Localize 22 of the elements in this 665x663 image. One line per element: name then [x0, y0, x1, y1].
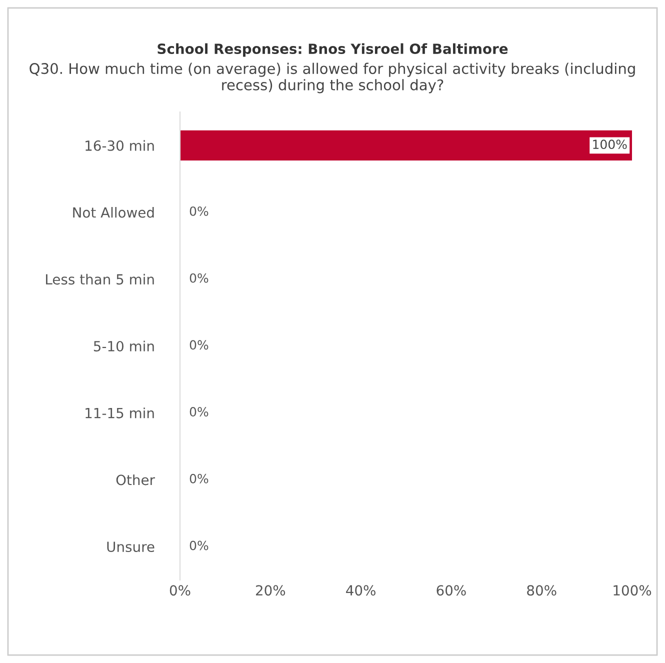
- y-tick-label: Less than 5 min: [46, 274, 154, 285]
- data-label: 0%: [190, 540, 208, 550]
- data-label: 0%: [190, 206, 208, 216]
- y-tick-label: 16-30 min: [86, 140, 154, 151]
- y-tick-label: 5-10 min: [94, 340, 154, 352]
- x-tick-label: 0%: [170, 585, 190, 596]
- data-label: 0%: [190, 407, 208, 416]
- data-label: 0%: [190, 340, 208, 350]
- chart-title: School Responses: Bnos Yisroel Of Baltimore: [158, 43, 508, 57]
- x-tick-label: 60%: [436, 585, 466, 596]
- x-tick-label: 40%: [346, 585, 376, 596]
- y-tick-label: Other: [116, 474, 155, 486]
- x-tick-label: 80%: [527, 585, 556, 596]
- x-tick-label: 20%: [256, 585, 286, 596]
- y-tick-label: Unsure: [107, 542, 154, 552]
- y-tick-label: 11-15 min: [86, 408, 154, 418]
- x-tick-label: 100%: [614, 585, 652, 596]
- y-tick-label: Not Allowed: [73, 207, 154, 218]
- chart-subtitle: Q30. How much time (on average) is allowed for physical activity breaks (including recess) during the school day?: [30, 62, 635, 94]
- data-label: 100%: [593, 140, 627, 150]
- data-label: 0%: [190, 474, 208, 484]
- data-label: 0%: [190, 273, 208, 283]
